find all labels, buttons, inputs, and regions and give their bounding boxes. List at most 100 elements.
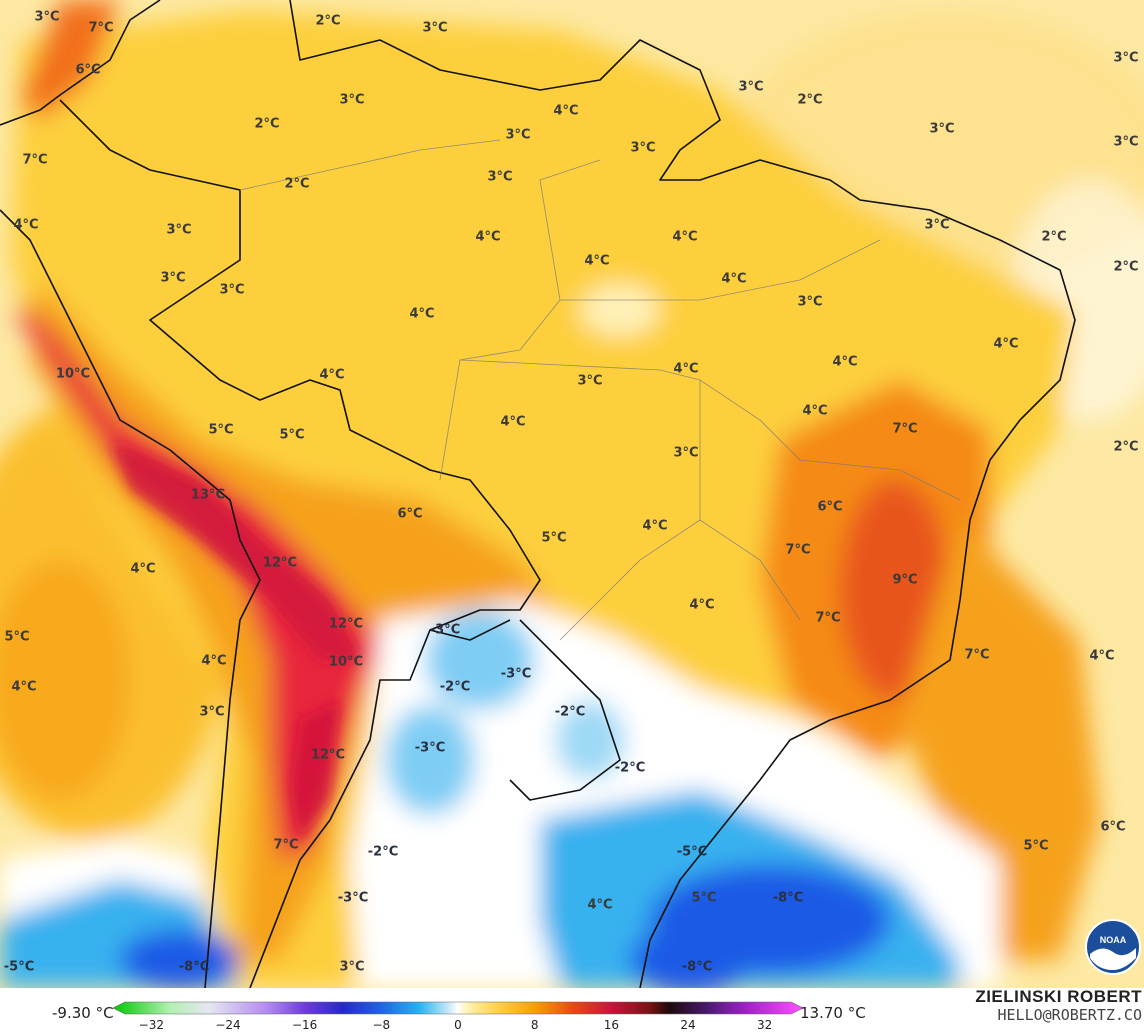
temperature-label: 9°C (892, 572, 918, 588)
temperature-label: -5°C (676, 844, 708, 860)
color-scale-gradient (113, 1001, 803, 1015)
temperature-label: -3°C (414, 740, 446, 756)
legend-min-label: -9.30 °C (52, 1004, 114, 1022)
temperature-label: 4°C (587, 897, 613, 913)
temperature-label: 3°C (929, 121, 955, 137)
temperature-label: 3°C (166, 222, 192, 238)
temperature-label: 12°C (262, 555, 298, 571)
temperature-label: -2°C (367, 844, 399, 860)
temperature-label: 4°C (11, 679, 37, 695)
temperature-label: 12°C (310, 747, 346, 763)
temperature-label: 4°C (993, 336, 1019, 352)
temperature-label: 5°C (4, 629, 30, 645)
temperature-label: 5°C (279, 427, 305, 443)
temperature-label: 2°C (797, 92, 823, 108)
temperature-label: 3°C (924, 217, 950, 233)
temperature-label: 4°C (673, 361, 699, 377)
temperature-label: 5°C (1023, 838, 1049, 854)
legend-max-label: 13.70 °C (800, 1004, 866, 1022)
temperature-label: 6°C (1100, 819, 1126, 835)
temperature-label: 3°C (630, 140, 656, 156)
temperature-label: 10°C (55, 366, 91, 382)
temperature-label: 3°C (339, 959, 365, 975)
temperature-label: 3°C (487, 169, 513, 185)
temperature-label: 3°C (577, 373, 603, 389)
svg-text:NOAA: NOAA (1100, 935, 1127, 945)
noaa-logo: NOAA (1085, 919, 1141, 975)
temperature-label: 2°C (315, 13, 341, 29)
temperature-label: 4°C (319, 367, 345, 383)
color-scale-tick: 24 (680, 1018, 696, 1032)
temperature-label: 2°C (1113, 259, 1139, 275)
author-credit: ZIELINSKI ROBERT (975, 987, 1142, 1006)
temperature-label: 3°C (1113, 134, 1139, 150)
temperature-label: 4°C (201, 653, 227, 669)
temperature-label: 4°C (475, 229, 501, 245)
temperature-label: 3°C (339, 92, 365, 108)
temperature-label: 2°C (1041, 229, 1067, 245)
temperature-label: 3°C (505, 127, 531, 143)
temperature-label: 4°C (642, 518, 668, 534)
temperature-label: 4°C (130, 561, 156, 577)
temperature-label: 5°C (208, 422, 234, 438)
temperature-label: 6°C (397, 506, 423, 522)
color-scale-tick: 0 (454, 1018, 462, 1032)
temperature-label: 7°C (273, 837, 299, 853)
temperature-label: -5°C (3, 959, 35, 975)
color-scale-tick: 32 (757, 1018, 773, 1032)
temperature-label: 5°C (541, 530, 567, 546)
temperature-label: -3°C (429, 622, 461, 638)
temperature-label: 3°C (797, 294, 823, 310)
temperature-label: 4°C (409, 306, 435, 322)
temperature-label: 7°C (964, 647, 990, 663)
temperature-label: 4°C (553, 103, 579, 119)
temperature-label: 3°C (673, 445, 699, 461)
temperature-label: 4°C (13, 217, 39, 233)
color-scale-tick: 16 (603, 1018, 619, 1032)
temperature-label: 12°C (328, 616, 364, 632)
temperature-label: 10°C (328, 654, 364, 670)
temperature-label: 4°C (672, 229, 698, 245)
temperature-label: 3°C (199, 704, 225, 720)
color-scale-tick: −8 (372, 1018, 391, 1032)
temperature-label: 4°C (832, 354, 858, 370)
temperature-label: 3°C (219, 282, 245, 298)
contact-credit[interactable]: HELLO@ROBERTZ.CO (997, 1006, 1143, 1024)
color-scale-tick: −32 (138, 1018, 164, 1032)
temperature-anomaly-map (0, 0, 1144, 988)
temperature-label: 4°C (500, 414, 526, 430)
temperature-label: 2°C (1113, 439, 1139, 455)
temperature-label: 5°C (691, 890, 717, 906)
temperature-label: 3°C (160, 270, 186, 286)
color-scale-tick: −16 (291, 1018, 318, 1032)
temperature-label: 2°C (254, 116, 280, 132)
temperature-label: 3°C (738, 79, 764, 95)
temperature-label: -8°C (178, 959, 210, 975)
temperature-label: 3°C (422, 20, 448, 36)
temperature-label: 4°C (802, 403, 828, 419)
temperature-label: -8°C (681, 959, 713, 975)
temperature-label: 3°C (1113, 50, 1139, 66)
color-scale (113, 1001, 803, 1015)
temperature-label: 3°C (34, 9, 60, 25)
temperature-label: -3°C (500, 666, 532, 682)
temperature-label: 6°C (817, 499, 843, 515)
temperature-label: 7°C (785, 542, 811, 558)
temperature-label: 6°C (75, 62, 101, 78)
temperature-label: 4°C (689, 597, 715, 613)
temperature-label: 7°C (815, 610, 841, 626)
temperature-label: 7°C (22, 152, 48, 168)
temperature-label: 4°C (721, 271, 747, 287)
temperature-label: 7°C (892, 421, 918, 437)
color-scale-tick: −24 (215, 1018, 241, 1032)
temperature-label: 7°C (88, 20, 114, 36)
temperature-label: -3°C (337, 890, 369, 906)
temperature-label: 13°C (190, 487, 226, 503)
color-scale-tick: 8 (530, 1018, 539, 1032)
temperature-label: 2°C (284, 176, 310, 192)
temperature-label: -2°C (614, 760, 646, 776)
temperature-label: -8°C (772, 890, 804, 906)
temperature-label: 4°C (584, 253, 610, 269)
temperature-label: 4°C (1089, 648, 1115, 664)
temperature-label: -2°C (439, 679, 471, 695)
